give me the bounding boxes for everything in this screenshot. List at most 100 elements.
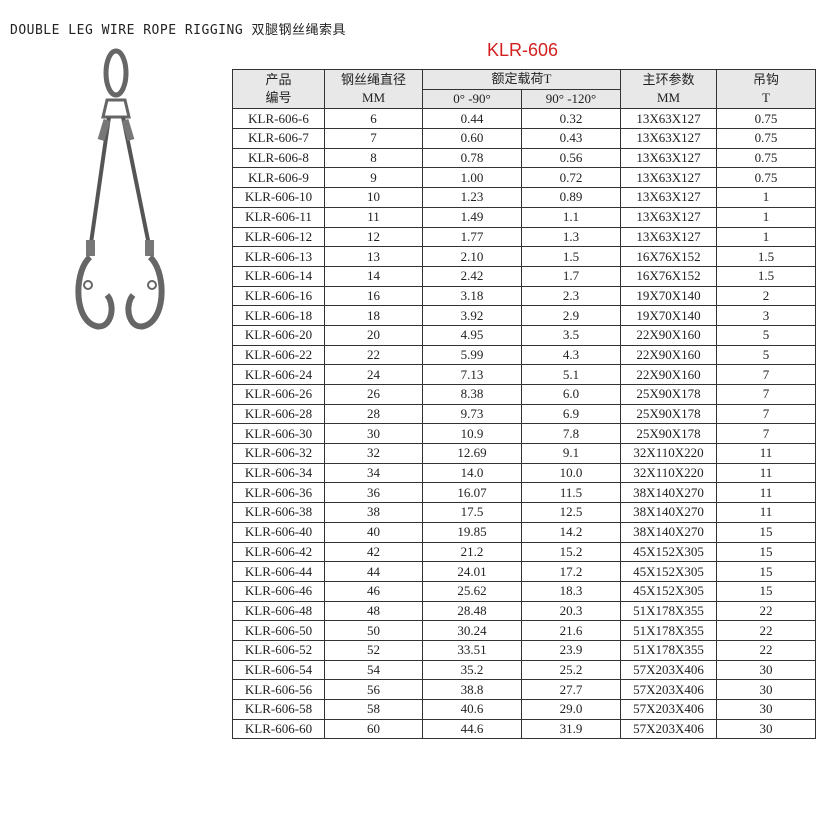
table-cell: 11 bbox=[716, 462, 816, 484]
table-cell: 2 bbox=[716, 285, 816, 307]
table-row: KLR-606-20 20 4.95 3.5 22X90X160 5 bbox=[232, 324, 816, 346]
table-cell: 35.2 bbox=[422, 659, 522, 681]
table-cell: 38.8 bbox=[422, 679, 522, 700]
table-cell: 7 bbox=[324, 128, 423, 149]
table-cell: KLR-606-50 bbox=[232, 620, 325, 641]
table-row: KLR-606-54 54 35.2 25.2 57X203X406 30 bbox=[232, 659, 816, 681]
table-row: KLR-606-46 46 25.62 18.3 45X152X305 15 bbox=[232, 580, 816, 602]
table-cell: 51X178X355 bbox=[620, 639, 717, 661]
table-cell: 0.44 bbox=[422, 108, 522, 130]
table-cell: 30 bbox=[716, 718, 816, 740]
table-row: KLR-606-38 38 17.5 12.5 38X140X270 11 bbox=[232, 502, 816, 523]
table-cell: 44 bbox=[324, 561, 423, 582]
table-cell: 8 bbox=[324, 147, 423, 169]
table-cell: 0.75 bbox=[716, 147, 816, 169]
table-cell: 1.5 bbox=[716, 265, 816, 287]
table-cell: 16X76X152 bbox=[620, 265, 717, 287]
table-cell: 25.2 bbox=[521, 659, 621, 681]
table-cell: 24 bbox=[324, 364, 423, 385]
table-cell: 0.78 bbox=[422, 147, 522, 169]
table-cell: KLR-606-11 bbox=[232, 206, 325, 228]
table-row: KLR-606-40 40 19.85 14.2 38X140X270 15 bbox=[232, 521, 816, 543]
table-cell: 7.13 bbox=[422, 364, 522, 385]
table-row: KLR-606-24 24 7.13 5.1 22X90X160 7 bbox=[232, 364, 816, 385]
table-cell: 7 bbox=[716, 403, 816, 425]
table-cell: KLR-606-60 bbox=[232, 718, 325, 740]
table-cell: 5.99 bbox=[422, 344, 522, 366]
table-cell: 50 bbox=[324, 620, 423, 641]
table-cell: KLR-606-48 bbox=[232, 600, 325, 622]
table-cell: 7 bbox=[716, 364, 816, 385]
table-cell: 6.0 bbox=[521, 384, 621, 405]
table-cell: 9.1 bbox=[521, 443, 621, 464]
table-cell: 36 bbox=[324, 482, 423, 504]
table-row: KLR-606-13 13 2.10 1.5 16X76X152 1.5 bbox=[232, 246, 816, 267]
table-cell: 17.2 bbox=[521, 561, 621, 582]
table-cell: 6.9 bbox=[521, 403, 621, 425]
table-cell: 15 bbox=[716, 521, 816, 543]
table-row: KLR-606-58 58 40.6 29.0 57X203X406 30 bbox=[232, 699, 816, 720]
table-cell: 13X63X127 bbox=[620, 108, 717, 130]
table-cell: 1.77 bbox=[422, 226, 522, 248]
table-cell: 45X152X305 bbox=[620, 580, 717, 602]
table-cell: 0.75 bbox=[716, 128, 816, 149]
table-cell: 13X63X127 bbox=[620, 187, 717, 208]
table-cell: 16 bbox=[324, 285, 423, 307]
table-cell: KLR-606-36 bbox=[232, 482, 325, 504]
table-cell: 0.75 bbox=[716, 167, 816, 189]
table-row: KLR-606-28 28 9.73 6.9 25X90X178 7 bbox=[232, 403, 816, 425]
table-cell: 33.51 bbox=[422, 639, 522, 661]
table-cell: 28.48 bbox=[422, 600, 522, 622]
table-row: KLR-606-30 30 10.9 7.8 25X90X178 7 bbox=[232, 423, 816, 445]
header-load-0-90: 0° -90° bbox=[422, 88, 522, 110]
table-row: KLR-606-34 34 14.0 10.0 32X110X220 11 bbox=[232, 462, 816, 484]
table-cell: 10.0 bbox=[521, 462, 621, 484]
table-cell: KLR-606-14 bbox=[232, 265, 325, 287]
header-master-ring: 主环参数 MM bbox=[620, 68, 717, 110]
table-cell: 15 bbox=[716, 541, 816, 563]
table-cell: 21.2 bbox=[422, 541, 522, 563]
table-cell: 48 bbox=[324, 600, 423, 622]
table-cell: 9.73 bbox=[422, 403, 522, 425]
table-cell: KLR-606-42 bbox=[232, 541, 325, 563]
table-cell: KLR-606-20 bbox=[232, 324, 325, 346]
table-cell: 1 bbox=[716, 187, 816, 208]
table-cell: KLR-606-46 bbox=[232, 580, 325, 602]
table-cell: 3 bbox=[716, 305, 816, 326]
table-cell: KLR-606-12 bbox=[232, 226, 325, 248]
table-cell: 11 bbox=[324, 206, 423, 228]
table-cell: 1.3 bbox=[521, 226, 621, 248]
table-cell: 51X178X355 bbox=[620, 600, 717, 622]
table-cell: 13X63X127 bbox=[620, 147, 717, 169]
table-cell: 2.9 bbox=[521, 305, 621, 326]
table-cell: 3.92 bbox=[422, 305, 522, 326]
table-cell: 38X140X270 bbox=[620, 521, 717, 543]
table-cell: 5.1 bbox=[521, 364, 621, 385]
table-cell: 2.10 bbox=[422, 246, 522, 267]
table-cell: KLR-606-58 bbox=[232, 699, 325, 720]
table-cell: KLR-606-6 bbox=[232, 108, 325, 130]
table-cell: 26 bbox=[324, 384, 423, 405]
table-cell: 20 bbox=[324, 324, 423, 346]
model-label: KLR-606 bbox=[486, 40, 559, 60]
table-cell: 0.89 bbox=[521, 187, 621, 208]
table-cell: 1.5 bbox=[716, 246, 816, 267]
table-cell: 3.5 bbox=[521, 324, 621, 346]
table-cell: 0.56 bbox=[521, 147, 621, 169]
table-cell: 40 bbox=[324, 521, 423, 543]
table-cell: 19X70X140 bbox=[620, 305, 717, 326]
table-row: KLR-606-42 42 21.2 15.2 45X152X305 15 bbox=[232, 541, 816, 563]
table-cell: 1.5 bbox=[521, 246, 621, 267]
table-cell: KLR-606-9 bbox=[232, 167, 325, 189]
table-cell: 1 bbox=[716, 226, 816, 248]
table-cell: 22 bbox=[716, 639, 816, 661]
table-cell: 30 bbox=[716, 659, 816, 681]
table-cell: 13 bbox=[324, 246, 423, 267]
table-cell: KLR-606-10 bbox=[232, 187, 325, 208]
table-cell: KLR-606-40 bbox=[232, 521, 325, 543]
table-cell: 13X63X127 bbox=[620, 167, 717, 189]
table-cell: KLR-606-54 bbox=[232, 659, 325, 681]
table-cell: 3.18 bbox=[422, 285, 522, 307]
table-cell: 18.3 bbox=[521, 580, 621, 602]
table-cell: 11 bbox=[716, 443, 816, 464]
